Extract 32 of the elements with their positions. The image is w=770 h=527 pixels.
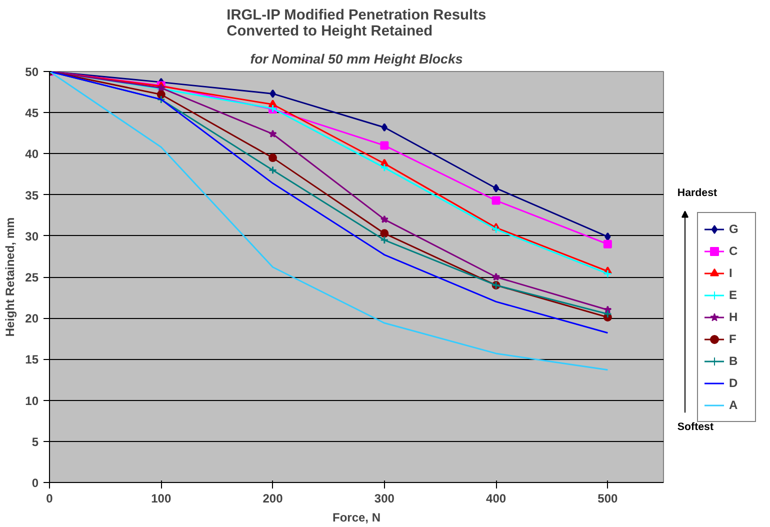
x-axis-title: Force, N (332, 510, 381, 524)
y-tick-label: 5 (32, 434, 39, 449)
y-tick-label: 40 (25, 147, 39, 162)
y-axis-title: Height Retained, mm (3, 217, 18, 337)
y-tick-label: 50 (25, 65, 39, 79)
legend-label: E (729, 288, 738, 302)
legend-label: D (729, 376, 739, 390)
text: Hardest (677, 186, 718, 199)
chart-subtitle: for Nominal 50 mm Height Blocks (250, 52, 463, 66)
legend-label: B (729, 354, 739, 368)
legend-label: A (729, 398, 739, 412)
x-tick-label: 400 (486, 492, 506, 506)
y-tick-label: 20 (25, 312, 39, 326)
y-tick-label: 0 (32, 476, 39, 490)
y-tick-label: 15 (25, 352, 39, 367)
y-tick-label: 45 (25, 106, 39, 120)
legend-label: I (729, 266, 734, 280)
chart-title: IRGL-IP Modified Penetration Results Converted to Height Retained (226, 8, 486, 40)
x-tick-label: 0 (46, 492, 54, 506)
y-tick-label: 10 (25, 394, 39, 408)
text: Softest (677, 421, 714, 434)
legend-label: G (729, 222, 740, 236)
x-tick-label: 300 (374, 492, 395, 506)
legend-label: H (729, 310, 739, 324)
y-tick-label: 30 (25, 229, 39, 244)
legend-label: C (729, 244, 739, 258)
y-tick-label: 35 (25, 188, 39, 202)
y-tick-label: 25 (25, 270, 39, 284)
legend-label: F (729, 332, 738, 346)
x-tick-label: 100 (151, 492, 172, 506)
x-tick-label: 500 (598, 492, 618, 506)
x-tick-label: 200 (262, 492, 284, 506)
